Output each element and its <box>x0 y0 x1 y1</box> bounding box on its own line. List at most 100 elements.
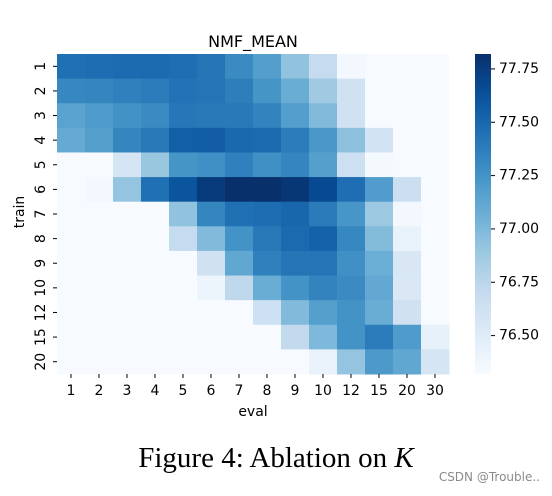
heatmap-cell <box>169 226 198 252</box>
heatmap-cell <box>421 300 450 326</box>
heatmap-cell <box>57 349 86 375</box>
heatmap-cell <box>57 300 86 326</box>
heatmap-cell <box>281 127 310 153</box>
heatmap-cell <box>421 54 450 80</box>
heatmap-cell <box>225 127 254 153</box>
heatmap-cell <box>281 324 310 350</box>
heatmap-cell <box>141 324 170 350</box>
heatmap-cells <box>57 54 450 375</box>
heatmap-cell <box>169 177 198 203</box>
heatmap-cell <box>113 226 142 252</box>
heatmap-cell <box>393 349 422 375</box>
x-tick-label: 4 <box>151 383 160 399</box>
heatmap-cell <box>141 201 170 227</box>
heatmap-cell <box>225 300 254 326</box>
heatmap-cell <box>393 103 422 129</box>
x-tick-label: 5 <box>179 383 188 399</box>
heatmap-cell <box>253 275 282 301</box>
heatmap-cell <box>225 78 254 104</box>
heatmap-cell <box>197 324 226 350</box>
heatmap-cell <box>141 152 170 178</box>
colorbar-tick-label: 77.25 <box>499 168 539 184</box>
heatmap-cell <box>253 300 282 326</box>
heatmap-cell <box>281 103 310 129</box>
heatmap-cell <box>169 103 198 129</box>
heatmap-cell <box>393 127 422 153</box>
colorbar-tick-label: 77.50 <box>499 114 539 130</box>
heatmap-cell <box>225 324 254 350</box>
heatmap-cell <box>57 78 86 104</box>
heatmap-cell <box>421 275 450 301</box>
colorbar-ticks: 76.50 76.75 77.00 77.25 77.50 77.75 <box>491 61 539 344</box>
y-tick-label: 20 <box>33 353 49 371</box>
x-tick-label: 20 <box>398 383 416 399</box>
heatmap-cell <box>57 275 86 301</box>
heatmap-cell <box>85 127 114 153</box>
colorbar-tick-label: 77.00 <box>499 221 539 237</box>
heatmap-cell <box>141 127 170 153</box>
heatmap-cell <box>57 201 86 227</box>
y-tick-label: 12 <box>33 304 49 322</box>
heatmap-cell <box>253 152 282 178</box>
heatmap-cell <box>281 78 310 104</box>
heatmap-cell <box>421 324 450 350</box>
heatmap-cell <box>337 54 366 80</box>
heatmap-cell <box>225 201 254 227</box>
heatmap-cell <box>113 54 142 80</box>
heatmap-cell <box>141 177 170 203</box>
colorbar-tick-label: 76.50 <box>499 328 539 344</box>
heatmap-cell <box>113 300 142 326</box>
heatmap-cell <box>393 324 422 350</box>
heatmap-cell <box>169 275 198 301</box>
heatmap-cell <box>281 152 310 178</box>
colorbar-tick-label: 76.75 <box>499 274 539 290</box>
heatmap-cell <box>365 78 394 104</box>
heatmap-cell <box>253 103 282 129</box>
y-tick-label: 4 <box>33 136 49 145</box>
heatmap-cell <box>281 275 310 301</box>
y-tick-label: 15 <box>33 328 49 346</box>
heatmap-cell <box>113 127 142 153</box>
heatmap-cell <box>337 78 366 104</box>
colorbar <box>475 54 491 374</box>
x-tick-label: 9 <box>291 383 300 399</box>
heatmap-cell <box>197 152 226 178</box>
heatmap-cell <box>337 226 366 252</box>
y-tick-label: 1 <box>33 62 49 71</box>
heatmap-cell <box>253 250 282 277</box>
heatmap-cell <box>309 300 338 326</box>
x-tick-label: 12 <box>342 383 360 399</box>
heatmap-cell <box>113 103 142 129</box>
x-tick-label: 15 <box>370 383 388 399</box>
heatmap-cell <box>365 152 394 178</box>
heatmap-cell <box>141 103 170 129</box>
y-tick-label: 3 <box>33 111 49 120</box>
heatmap-cell <box>169 250 198 277</box>
heatmap-cell <box>197 127 226 153</box>
heatmap-cell <box>197 177 226 203</box>
heatmap-cell <box>85 324 114 350</box>
heatmap-cell <box>225 275 254 301</box>
heatmap-cell <box>337 250 366 277</box>
heatmap-cell <box>421 201 450 227</box>
heatmap-cell <box>309 103 338 129</box>
heatmap-cell <box>365 54 394 80</box>
heatmap-cell <box>113 275 142 301</box>
heatmap-cell <box>309 78 338 104</box>
heatmap-cell <box>337 324 366 350</box>
heatmap-cell <box>141 349 170 375</box>
heatmap-cell <box>393 78 422 104</box>
heatmap-cell <box>393 177 422 203</box>
heatmap-cell <box>57 54 86 80</box>
heatmap-cell <box>309 226 338 252</box>
heatmap-cell <box>225 250 254 277</box>
heatmap-cell <box>365 177 394 203</box>
watermark: CSDN @Trouble.. <box>438 470 540 484</box>
heatmap-cell <box>337 177 366 203</box>
x-tick-label: 2 <box>95 383 104 399</box>
heatmap-cell <box>85 226 114 252</box>
heatmap-cell <box>169 300 198 326</box>
heatmap-cell <box>281 177 310 203</box>
heatmap-cell <box>309 177 338 203</box>
